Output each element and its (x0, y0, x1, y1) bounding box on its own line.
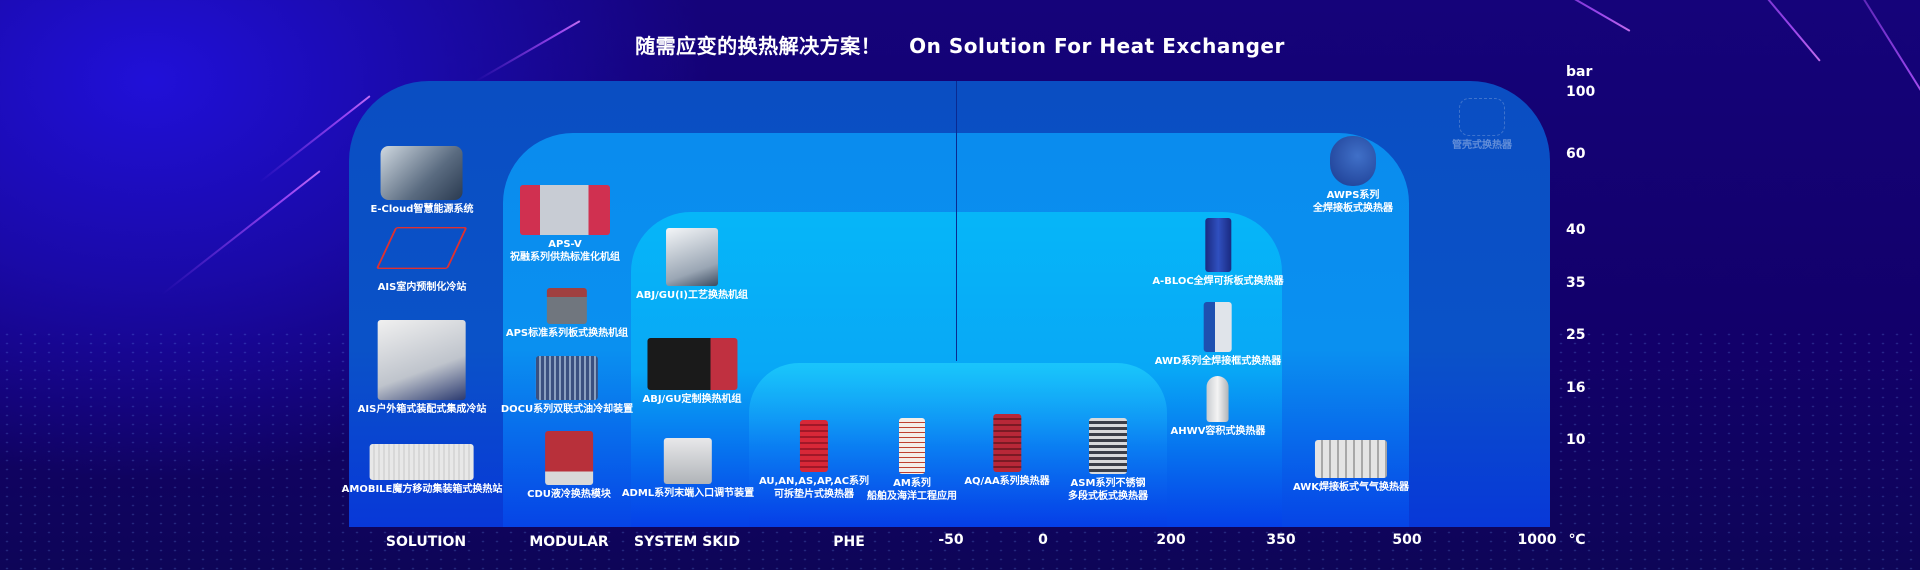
zero-divider (956, 81, 957, 361)
cdu-image (544, 431, 593, 485)
product-cdu[interactable]: CDU液冷换热模块 (527, 431, 611, 501)
product-aq-aa[interactable]: AQ/AA系列换热器 (964, 414, 1050, 488)
product-awk[interactable]: AWK焊接板式气气换热器 (1293, 440, 1409, 494)
product-label: 全焊接板式换热器 (1313, 203, 1393, 214)
product-au-series[interactable]: AU,AN,AS,AP,AC系列 可拆垫片式换热器 (759, 420, 869, 501)
ais-indoor-image (376, 227, 468, 269)
product-label: AWD系列全焊接框式换热器 (1154, 356, 1282, 367)
product-label: APS-V (548, 239, 582, 250)
product-shell-tube[interactable]: 管壳式换热器 (1452, 98, 1512, 152)
y-tick: 25 (1566, 327, 1586, 343)
temp-tick: 0 (1038, 532, 1048, 548)
y-tick: 40 (1566, 222, 1586, 238)
product-ahwv[interactable]: AHWV容积式换热器 (1170, 376, 1266, 438)
category-modular: MODULAR (529, 534, 609, 550)
product-adml[interactable]: ADML系列末端入口调节装置 (622, 438, 754, 500)
title-en: On Solution For Heat Exchanger (909, 34, 1285, 58)
temp-tick: -50 (938, 532, 964, 548)
aq-image (993, 414, 1021, 472)
product-abj-gu-i[interactable]: ABJ/GU(I)工艺换热机组 (636, 228, 748, 302)
y-tick: 16 (1566, 380, 1586, 396)
y-tick: 100 (1566, 84, 1596, 100)
product-label: AQ/AA系列换热器 (964, 476, 1050, 487)
product-label: AIS室内预制化冷站 (377, 282, 467, 293)
product-label: ABJ/GU(I)工艺换热机组 (636, 290, 748, 301)
y-tick: 35 (1566, 275, 1586, 291)
ecloud-image (381, 146, 463, 200)
product-label: E-Cloud智慧能源系统 (370, 204, 474, 215)
product-aps[interactable]: APS标准系列板式换热机组 (506, 288, 628, 340)
au-image (799, 420, 828, 472)
product-awd[interactable]: AWD系列全焊接框式换热器 (1154, 302, 1282, 368)
product-label: 管壳式换热器 (1452, 140, 1512, 151)
category-system-skid: SYSTEM SKID (634, 534, 740, 550)
awd-image (1204, 302, 1232, 352)
product-label: AU,AN,AS,AP,AC系列 (758, 476, 870, 487)
product-asm[interactable]: ASM系列不锈钢 多段式板式换热器 (1068, 418, 1148, 503)
asm-image (1089, 418, 1127, 474)
product-amobile[interactable]: AMOBILE魔方移动集装箱式换热站 (341, 444, 503, 496)
product-label: 可拆垫片式换热器 (773, 489, 854, 500)
am-image (899, 418, 925, 474)
ahwv-image (1206, 376, 1229, 422)
amobile-image (370, 444, 474, 480)
a-bloc-image (1205, 218, 1231, 272)
page-title: 随需应变的换热解决方案！ On Solution For Heat Exchang… (0, 30, 1920, 59)
awps-image (1330, 136, 1376, 186)
temp-tick: 200 (1156, 532, 1186, 548)
product-docu[interactable]: DOCU系列双联式油冷却装置 (501, 356, 633, 416)
product-label: AHWV容积式换热器 (1170, 426, 1266, 437)
y-tick: 10 (1566, 432, 1586, 448)
product-label: AM系列 (893, 478, 931, 489)
y-axis-unit: bar (1566, 64, 1593, 80)
product-label: AIS户外箱式装配式集成冷站 (357, 404, 487, 415)
category-solution: SOLUTION (385, 534, 467, 550)
shell-tube-image (1459, 98, 1505, 136)
product-ecloud[interactable]: E-Cloud智慧能源系统 (370, 146, 474, 216)
product-label: 多段式板式换热器 (1068, 491, 1148, 502)
product-label: ADML系列末端入口调节装置 (621, 488, 755, 499)
docu-image (535, 356, 598, 400)
abj-gu-image (647, 338, 737, 390)
product-label: DOCU系列双联式油冷却装置 (500, 404, 634, 415)
y-tick: 60 (1566, 146, 1586, 162)
title-cn: 随需应变的换热解决方案！ (635, 34, 882, 58)
product-ais-indoor[interactable]: AIS室内预制化冷站 (376, 218, 468, 294)
product-label: AWPS系列 (1326, 190, 1380, 201)
product-label: A-BLOC全焊可拆板式换热器 (1152, 276, 1284, 287)
temp-tick: 350 (1266, 532, 1296, 548)
product-am-series[interactable]: AM系列 船舶及海洋工程应用 (867, 418, 957, 503)
temp-tick: 500 (1392, 532, 1422, 548)
ais-outdoor-image (377, 320, 466, 400)
aps-image (547, 288, 587, 324)
awk-image (1314, 440, 1387, 478)
adml-image (664, 438, 712, 484)
product-awps[interactable]: AWPS系列 全焊接板式换热器 (1313, 136, 1393, 215)
product-aps-v[interactable]: APS-V 祝融系列供热标准化机组 (510, 185, 620, 264)
product-label: 祝融系列供热标准化机组 (510, 252, 620, 263)
product-label: AWK焊接板式气气换热器 (1292, 482, 1410, 493)
temp-unit: ℃ (1568, 532, 1586, 548)
aps-v-image (520, 185, 610, 235)
product-label: APS标准系列板式换热机组 (505, 328, 629, 339)
category-phe: PHE (833, 534, 865, 550)
product-label: ABJ/GU定制换热机组 (642, 394, 742, 405)
product-label: 船舶及海洋工程应用 (867, 491, 957, 502)
abj-gu-i-image (666, 228, 718, 286)
temp-tick: 1000 (1517, 532, 1557, 548)
product-label: ASM系列不锈钢 (1070, 478, 1146, 489)
product-label: CDU液冷换热模块 (527, 489, 611, 500)
product-label: AMOBILE魔方移动集装箱式换热站 (341, 484, 503, 495)
product-ais-outdoor[interactable]: AIS户外箱式装配式集成冷站 (357, 320, 487, 416)
product-a-bloc[interactable]: A-BLOC全焊可拆板式换热器 (1152, 218, 1284, 288)
product-abj-gu[interactable]: ABJ/GU定制换热机组 (642, 338, 742, 406)
